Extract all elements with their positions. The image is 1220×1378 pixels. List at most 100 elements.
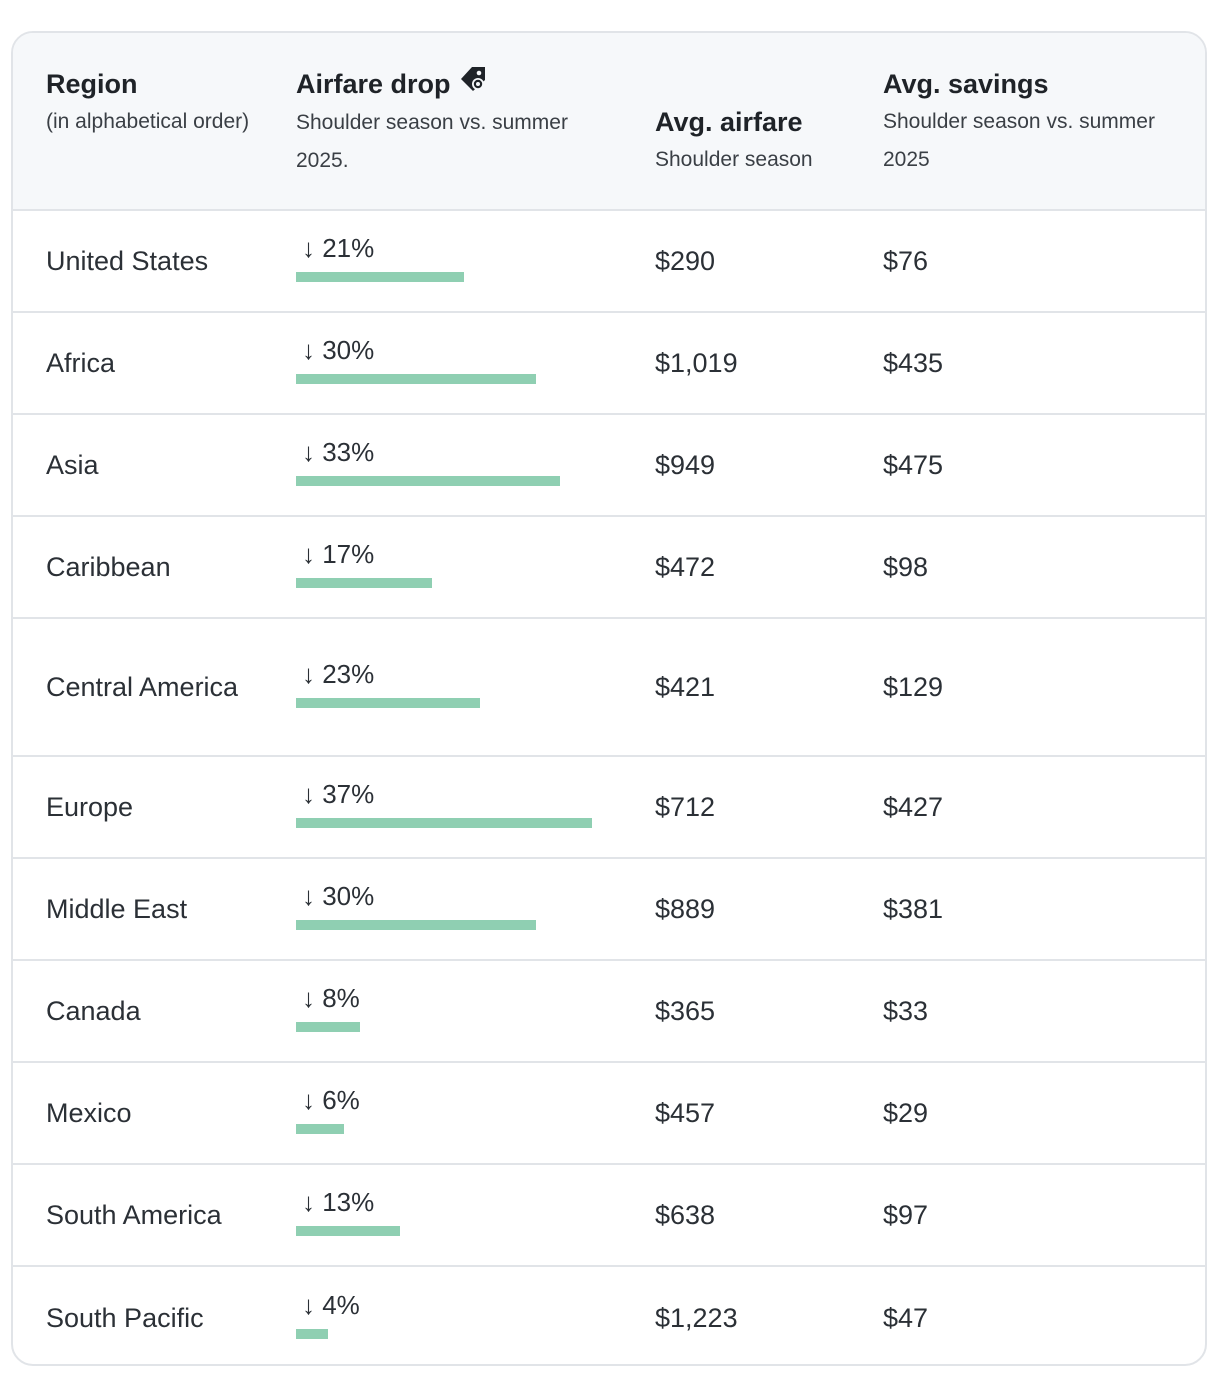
airfare-drop-bar: [296, 476, 560, 486]
header-airfare-drop-title: Airfare drop: [296, 69, 451, 99]
header-avg-savings-title: Avg. savings: [883, 69, 1049, 99]
airfare-drop-label: ↓ 21%: [302, 233, 375, 263]
avg-savings-cell: $381: [883, 894, 944, 924]
avg-airfare-cell: $638: [655, 1200, 716, 1230]
airfare-drop-mark: ↓ 13%: [296, 1187, 636, 1239]
airfare-drop-label: ↓ 8%: [302, 983, 360, 1013]
avg-savings-cell: $475: [883, 450, 944, 480]
airfare-drop-cell: ↓ 6%: [296, 1063, 636, 1163]
avg-savings-cell: $76: [883, 246, 929, 276]
airfare-drop-bar: [296, 818, 592, 828]
airfare-drop-mark: ↓ 33%: [296, 437, 636, 489]
region-cell: United States: [46, 246, 209, 276]
region-cell: Central America: [46, 672, 239, 702]
airfare-drop-label: ↓ 30%: [302, 335, 375, 365]
airfare-drop-mark: ↓ 17%: [296, 539, 636, 591]
airfare-drop-mark: ↓ 4%: [296, 1290, 636, 1342]
airfare-drop-bar: [296, 1329, 328, 1339]
avg-savings-cell: $33: [883, 996, 929, 1026]
airfare-drop-mark: ↓ 21%: [296, 233, 636, 285]
table-row: Central America ↓ 23% $421 $129: [13, 619, 1205, 757]
airfare-drop-cell: ↓ 33%: [296, 415, 636, 515]
table-row: South Pacific ↓ 4% $1,223 $47: [13, 1267, 1205, 1364]
avg-savings-cell: $29: [883, 1098, 929, 1128]
avg-airfare-cell: $365: [655, 996, 716, 1026]
avg-savings-cell: $129: [883, 672, 944, 702]
airfare-drop-bar: [296, 920, 536, 930]
airfare-drop-cell: ↓ 23%: [296, 619, 636, 755]
avg-airfare-cell: $421: [655, 672, 716, 702]
avg-airfare-cell: $472: [655, 552, 716, 582]
airfare-drop-label: ↓ 33%: [302, 437, 375, 467]
table-row: Mexico ↓ 6% $457 $29: [13, 1063, 1205, 1165]
avg-savings-cell: $435: [883, 348, 944, 378]
avg-savings-cell: $47: [883, 1303, 929, 1333]
header-avg-airfare-subtitle: Shoulder season: [655, 148, 813, 171]
region-cell: Asia: [46, 450, 99, 480]
airfare-drop-bar: [296, 272, 464, 282]
table-row: Europe ↓ 37% $712 $427: [13, 757, 1205, 859]
table-row: Africa ↓ 30% $1,019 $435: [13, 313, 1205, 415]
airfare-drop-cell: ↓ 21%: [296, 211, 636, 311]
airfare-drop-mark: ↓ 8%: [296, 983, 636, 1035]
airfare-drop-cell: ↓ 17%: [296, 517, 636, 617]
table-row: Asia ↓ 33% $949 $475: [13, 415, 1205, 517]
airfare-drop-bar: [296, 1124, 344, 1134]
region-cell: Middle East: [46, 894, 188, 924]
airfare-drop-label: ↓ 6%: [302, 1085, 360, 1115]
airfare-drop-mark: ↓ 37%: [296, 779, 636, 831]
table-row: Canada ↓ 8% $365 $33: [13, 961, 1205, 1063]
airfare-drop-label: ↓ 13%: [302, 1187, 375, 1217]
airfare-drop-bar: [296, 698, 480, 708]
table-header: Region (in alphabetical order) Airfare d…: [13, 33, 1205, 211]
header-region-title: Region: [46, 69, 138, 99]
airfare-drop-bar: [296, 1022, 360, 1032]
avg-savings-cell: $98: [883, 552, 929, 582]
avg-airfare-cell: $290: [655, 246, 716, 276]
avg-airfare-cell: $712: [655, 792, 716, 822]
price-tag-icon: [459, 64, 489, 104]
avg-savings-cell: $97: [883, 1200, 929, 1230]
header-airfare-drop-title-row: Airfare drop: [296, 65, 596, 104]
region-cell: Caribbean: [46, 552, 171, 582]
airfare-table: Region (in alphabetical order) Airfare d…: [11, 31, 1207, 1366]
header-region-subtitle: (in alphabetical order): [46, 110, 250, 133]
header-airfare-drop: Airfare drop Shoulder season vs. summer …: [296, 65, 596, 180]
airfare-drop-cell: ↓ 30%: [296, 859, 636, 959]
airfare-drop-label: ↓ 4%: [302, 1290, 360, 1320]
airfare-drop-mark: ↓ 23%: [296, 659, 636, 711]
airfare-drop-cell: ↓ 30%: [296, 313, 636, 413]
avg-airfare-cell: $1,019: [655, 348, 738, 378]
airfare-drop-bar: [296, 1226, 400, 1236]
airfare-drop-label: ↓ 17%: [302, 539, 375, 569]
airfare-drop-label: ↓ 37%: [302, 779, 375, 809]
header-avg-savings-subtitle: Shoulder season vs. summer 2025: [883, 110, 1155, 171]
region-cell: Europe: [46, 792, 134, 822]
table-body: United States ↓ 21% $290 $76 Africa ↓ 30% $1,0…: [13, 211, 1205, 1364]
region-cell: Mexico: [46, 1098, 132, 1128]
table-row: Middle East ↓ 30% $889 $381: [13, 859, 1205, 961]
header-airfare-drop-subtitle: Shoulder season vs. summer 2025.: [296, 110, 568, 172]
region-cell: South Pacific: [46, 1303, 204, 1333]
airfare-drop-cell: ↓ 4%: [296, 1267, 636, 1364]
airfare-drop-cell: ↓ 37%: [296, 757, 636, 857]
airfare-drop-mark: ↓ 6%: [296, 1085, 636, 1137]
airfare-drop-cell: ↓ 8%: [296, 961, 636, 1061]
avg-airfare-cell: $949: [655, 450, 716, 480]
header-avg-airfare-title: Avg. airfare: [655, 107, 803, 137]
table-row: South America ↓ 13% $638 $97: [13, 1165, 1205, 1267]
airfare-drop-cell: ↓ 13%: [296, 1165, 636, 1265]
avg-airfare-cell: $457: [655, 1098, 716, 1128]
airfare-drop-bar: [296, 578, 432, 588]
header-region: Region (in alphabetical order): [46, 65, 266, 141]
header-avg-airfare: Avg. airfare Shoulder season: [655, 103, 855, 179]
airfare-drop-label: ↓ 30%: [302, 881, 375, 911]
avg-airfare-cell: $1,223: [655, 1303, 738, 1333]
airfare-drop-mark: ↓ 30%: [296, 335, 636, 387]
avg-airfare-cell: $889: [655, 894, 716, 924]
airfare-drop-bar: [296, 374, 536, 384]
airfare-drop-label: ↓ 23%: [302, 659, 375, 689]
avg-savings-cell: $427: [883, 792, 944, 822]
region-cell: Africa: [46, 348, 116, 378]
airfare-drop-mark: ↓ 30%: [296, 881, 636, 933]
